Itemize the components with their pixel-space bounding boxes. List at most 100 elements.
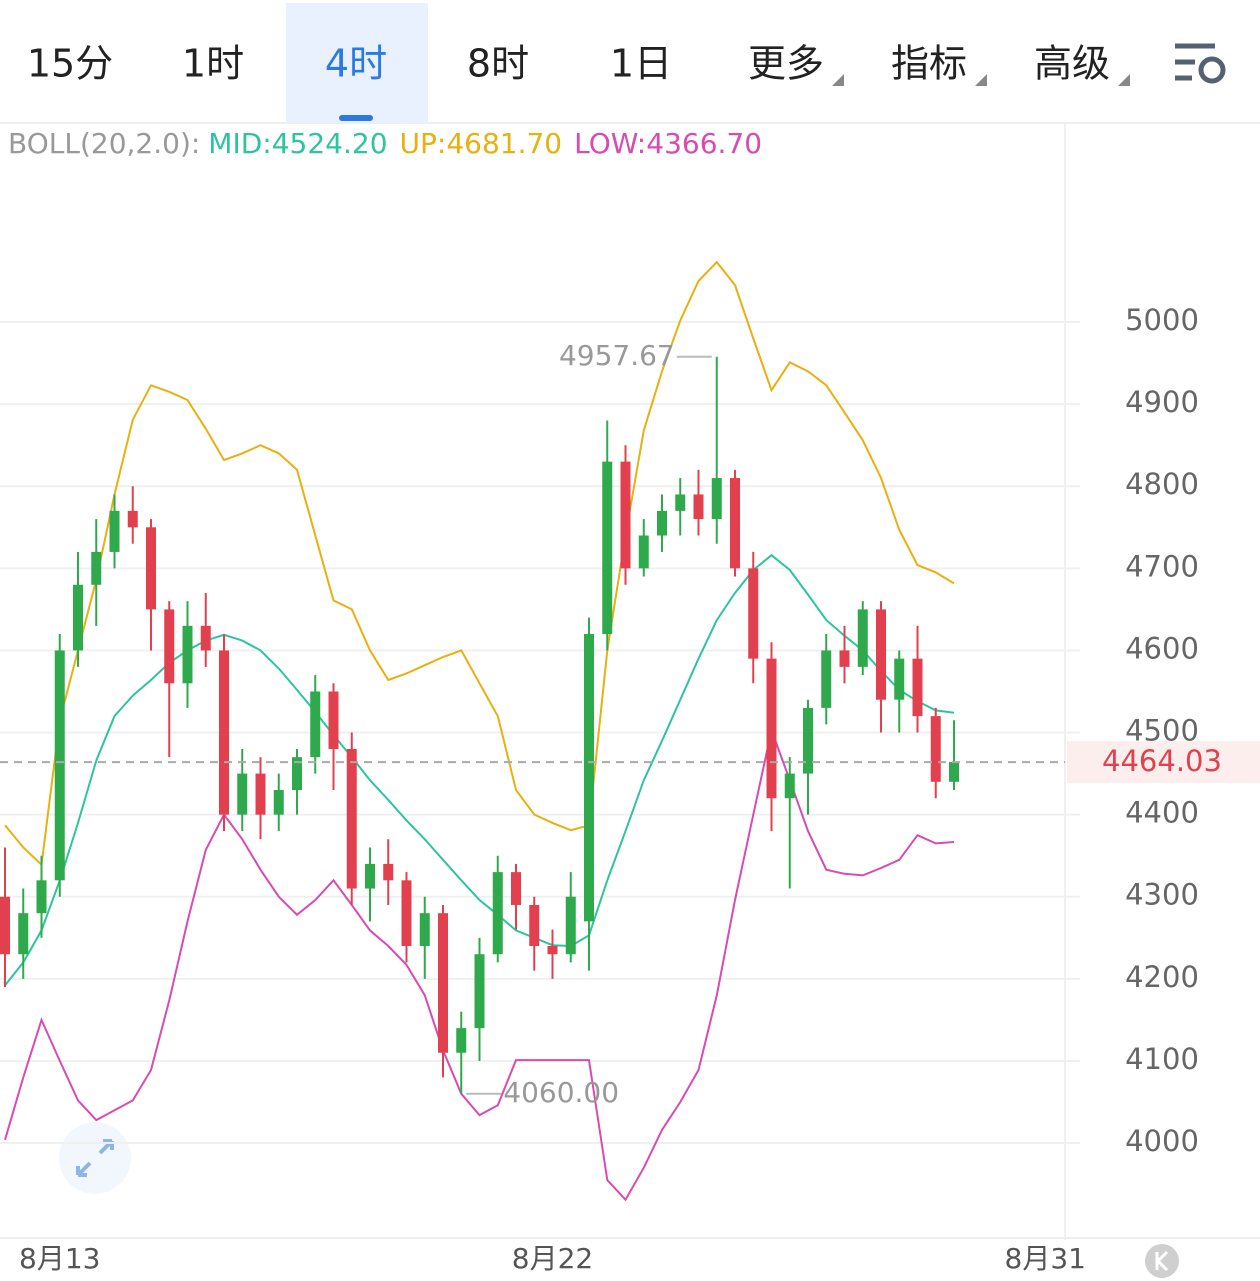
candle-body — [310, 691, 321, 758]
y-tick-label: 4000 — [1125, 1124, 1199, 1158]
legend-name: MID: — [208, 127, 271, 160]
legend-value: 4366.70 — [646, 127, 762, 160]
tab[interactable]: 指标 — [891, 42, 967, 86]
candle-body — [675, 494, 686, 511]
k-button[interactable] — [1145, 1244, 1179, 1278]
y-tick-label: 5000 — [1125, 303, 1199, 337]
boll-line — [4, 553, 955, 987]
dropdown-caret — [1118, 74, 1130, 86]
candle-body — [73, 584, 83, 651]
candle-body — [401, 880, 412, 947]
candle-body — [492, 872, 503, 955]
last-price-label: 4464.03 — [1102, 744, 1222, 778]
candle-body — [748, 568, 759, 659]
y-tick-label: 4400 — [1125, 796, 1199, 830]
icon-gear — [1198, 56, 1226, 84]
boll-line — [4, 260, 955, 867]
settings-icon[interactable] — [1175, 43, 1226, 84]
tab[interactable]: 1日 — [610, 42, 672, 86]
tab[interactable]: 高级 — [1034, 42, 1110, 86]
candle-body — [127, 510, 138, 528]
candle-body — [730, 478, 740, 569]
active-tab-indicator — [339, 115, 373, 121]
candle-body — [638, 535, 649, 569]
candle-body — [54, 650, 65, 881]
candle-body — [255, 773, 266, 815]
y-tick-label: 4900 — [1125, 385, 1199, 419]
x-tick-label: 8月31 — [1005, 1242, 1086, 1275]
legend-name: LOW: — [574, 127, 646, 160]
tab[interactable]: 4时 — [325, 42, 387, 86]
y-tick-label: 4800 — [1125, 467, 1199, 501]
candle-body — [91, 551, 102, 585]
indicator-legend: BOLL(20,2.0): MID:4524.20 UP:4681.70 LOW:43… — [8, 127, 762, 160]
candle-body — [0, 896, 10, 955]
legend-name: UP: — [400, 127, 447, 160]
candle-body — [766, 658, 777, 799]
candle-body — [693, 494, 704, 520]
candle-body — [146, 527, 156, 610]
expand-bg — [59, 1122, 131, 1194]
candle-body — [164, 609, 175, 684]
candle-body — [711, 478, 722, 520]
tab[interactable]: 15分 — [27, 42, 113, 86]
candle-body — [839, 650, 850, 667]
candle-body — [565, 896, 576, 955]
legend-value: 4681.70 — [446, 127, 562, 160]
candle-body — [36, 880, 47, 914]
y-tick-label: 4100 — [1125, 1042, 1199, 1076]
candle-body — [438, 913, 448, 1053]
candle-body — [930, 716, 941, 782]
y-tick-label: 4600 — [1125, 631, 1199, 665]
boll-line — [4, 726, 955, 1202]
annotation-label: 4060.00 — [503, 1076, 619, 1109]
x-tick-label: 8月22 — [512, 1242, 593, 1275]
candle-body — [292, 757, 302, 791]
dropdown-caret — [975, 74, 987, 86]
y-tick-label: 4700 — [1125, 549, 1199, 583]
candle-body — [219, 650, 229, 815]
candle-body — [182, 625, 193, 684]
candle-body — [328, 691, 339, 749]
expand-arrows — [76, 1139, 114, 1177]
candle-body — [346, 748, 357, 889]
candle-body — [857, 609, 868, 667]
candle-body — [511, 872, 521, 905]
candle-body — [109, 510, 120, 552]
candle-body — [584, 634, 594, 922]
candle-body — [529, 904, 540, 947]
k-bg — [1145, 1244, 1179, 1278]
candle-body — [200, 625, 211, 651]
annotation-label: 4957.67 — [559, 339, 675, 372]
candle-body — [821, 650, 832, 708]
candle-body — [894, 658, 905, 700]
candle-body — [474, 954, 485, 1029]
expand-button[interactable] — [59, 1122, 131, 1194]
candle-body — [419, 913, 430, 947]
legend-label: BOLL(20,2.0): — [8, 127, 200, 160]
candle-body — [602, 461, 613, 635]
candle-body — [456, 1028, 467, 1053]
tab[interactable]: 1时 — [182, 42, 244, 86]
y-tick-label: 4200 — [1125, 960, 1199, 994]
legend-value: 4524.20 — [272, 127, 388, 160]
candle-body — [803, 707, 813, 774]
candle-body — [547, 946, 558, 955]
tab[interactable]: 更多 — [748, 42, 824, 86]
y-tick-label: 4300 — [1125, 878, 1199, 912]
last-price-bg — [1067, 741, 1260, 784]
candle-body — [876, 609, 886, 700]
candle-body — [912, 658, 923, 717]
dropdown-caret — [832, 74, 844, 86]
candle-body — [620, 461, 631, 569]
candle-body — [273, 790, 284, 815]
candle-body — [949, 762, 959, 782]
x-tick-label: 8月13 — [19, 1242, 100, 1275]
candle-body — [383, 863, 394, 881]
tab[interactable]: 8时 — [467, 42, 529, 86]
active-tab-bg — [286, 3, 428, 123]
candle-body — [237, 773, 248, 815]
candle-body — [18, 913, 29, 955]
candle-body — [365, 863, 375, 889]
